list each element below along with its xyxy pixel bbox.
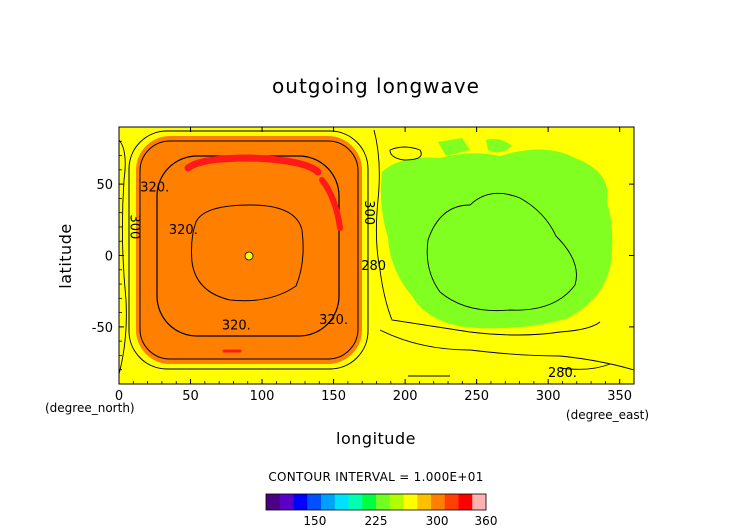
cool-contour xyxy=(426,192,577,312)
colorbar-swatch xyxy=(472,494,487,510)
x-tick-label: 200 xyxy=(393,389,418,404)
colorbar-swatch xyxy=(321,494,336,510)
contour-label: 280 xyxy=(361,259,386,274)
colorbar-swatch xyxy=(444,494,459,510)
y-unit-label: (degree_north) xyxy=(45,401,135,415)
y-tick-label: 50 xyxy=(96,178,113,193)
colorbar-tick-label: 225 xyxy=(365,514,388,528)
cool-region-blob xyxy=(486,138,512,153)
colorbar-frame xyxy=(265,493,487,511)
colorbar-swatch xyxy=(417,494,432,510)
contour-label: 320. xyxy=(169,223,198,238)
x-unit-label: (degree_east) xyxy=(566,408,649,422)
warm-region-outline-mid xyxy=(139,140,359,360)
colorbar-swatch xyxy=(334,494,349,510)
colorbar-tick-label: 300 xyxy=(426,514,449,528)
contour-labels: 320. 320. 320. 320. 300 300 280 280. xyxy=(126,180,577,381)
contour-280-south xyxy=(379,329,634,371)
hot-arc-right xyxy=(319,177,343,231)
contour-280 xyxy=(373,129,601,336)
colorbar-swatch xyxy=(403,494,418,510)
warm-region xyxy=(136,136,362,364)
colorbar-swatch xyxy=(431,494,446,510)
colorbar-swatch xyxy=(389,494,404,510)
warm-region-outline-outer xyxy=(128,130,369,370)
colorbar-swatch xyxy=(362,494,377,510)
x-tick-label: 350 xyxy=(607,389,632,404)
contour-label: 320. xyxy=(222,319,251,334)
chart-title: outgoing longwave xyxy=(272,74,480,98)
contour-label: 280. xyxy=(548,366,577,381)
colorbar-swatch xyxy=(266,494,281,510)
contour-label: 320. xyxy=(319,313,348,328)
y-tick-label: 0 xyxy=(105,250,113,265)
y-axis-label: latitude xyxy=(56,223,75,288)
colorbar: 150 225 300 360 xyxy=(265,493,498,528)
contour-bottom-right xyxy=(408,363,611,377)
colorbar-swatch xyxy=(307,494,322,510)
colorbar-swatch xyxy=(279,494,294,510)
contour-label: 300 xyxy=(361,200,376,225)
colorbar-tick-label: 150 xyxy=(303,514,326,528)
contour-label: 300 xyxy=(126,215,141,240)
x-axis: 0 50 100 150 200 250 300 350 xyxy=(115,127,632,404)
plot-area xyxy=(119,127,634,384)
y-axis: -50 0 50 xyxy=(92,140,634,371)
cool-region-blob xyxy=(438,138,470,156)
colorbar-swatch xyxy=(376,494,391,510)
contour-320-inner xyxy=(191,204,304,302)
contour-interval-text: CONTOUR INTERVAL = 1.000E+01 xyxy=(268,470,483,484)
x-tick-label: 250 xyxy=(464,389,489,404)
warm-core xyxy=(244,251,254,261)
contour-left-edge xyxy=(119,139,127,375)
x-tick-label: 100 xyxy=(250,389,275,404)
contour-label: 320. xyxy=(140,180,169,195)
colorbar-tick-label: 360 xyxy=(475,514,498,528)
x-tick-label: 0 xyxy=(115,389,123,404)
x-axis-label: longitude xyxy=(336,429,416,448)
contour-north xyxy=(389,146,422,161)
x-tick-label: 300 xyxy=(536,389,561,404)
hot-arc-top xyxy=(184,154,322,176)
colorbar-swatch xyxy=(293,494,308,510)
x-tick-label: 150 xyxy=(321,389,346,404)
colorbar-swatch xyxy=(348,494,363,510)
cool-region xyxy=(380,149,613,329)
y-tick-label: -50 xyxy=(92,321,113,336)
colorbar-swatch xyxy=(458,494,473,510)
x-tick-label: 50 xyxy=(182,389,199,404)
